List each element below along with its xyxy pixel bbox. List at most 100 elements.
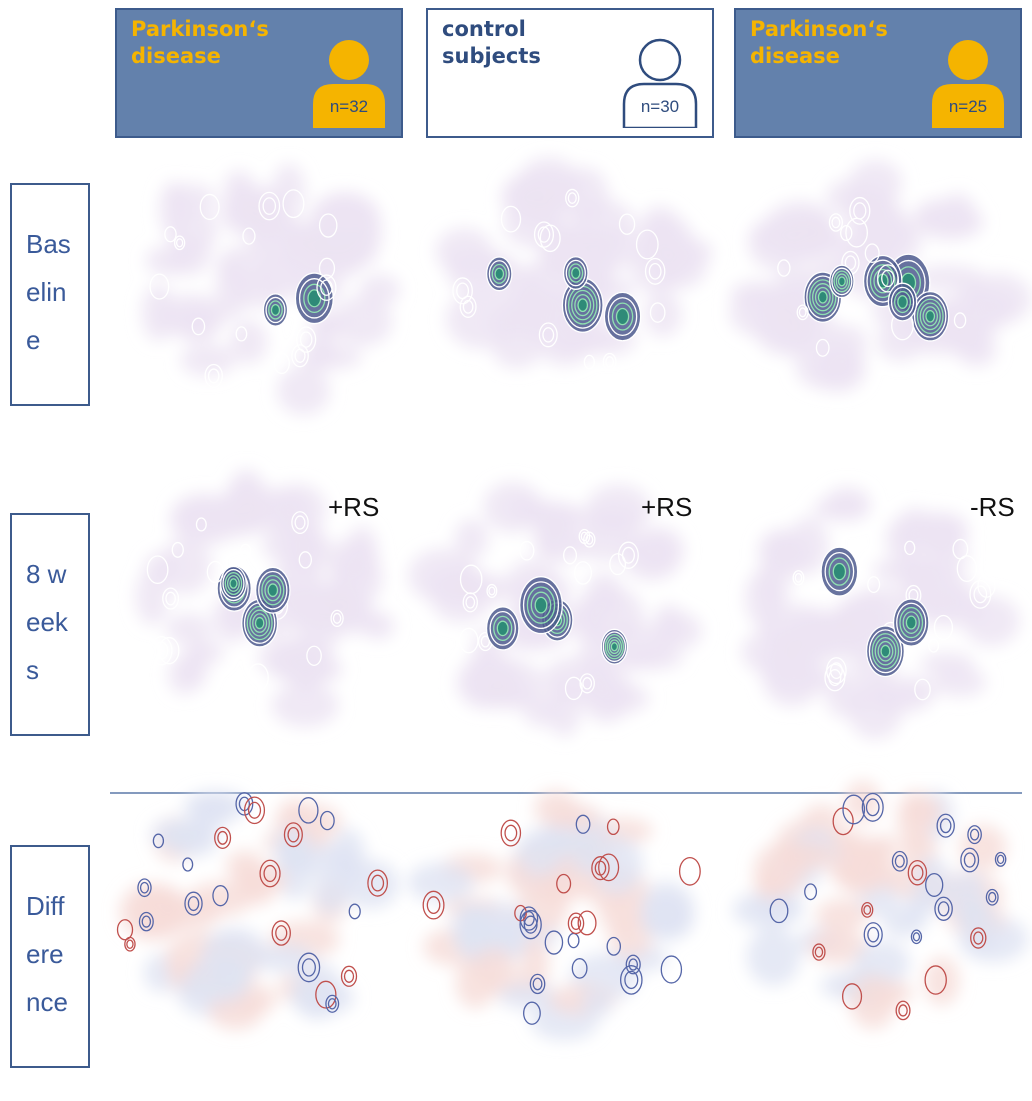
contour (956, 555, 978, 583)
contour (835, 273, 849, 290)
contour (519, 576, 563, 635)
contour (491, 263, 507, 284)
treatment-label: +RS (328, 492, 380, 522)
contour (611, 302, 634, 331)
contour (184, 891, 203, 916)
density-haze (407, 862, 475, 903)
contour (195, 517, 207, 532)
contour (164, 226, 177, 243)
density-haze (865, 834, 899, 863)
contour (533, 221, 555, 248)
contour (967, 825, 982, 845)
contour (488, 586, 496, 596)
density-haze (748, 224, 791, 250)
contour (625, 954, 641, 975)
contour (268, 300, 283, 320)
contour (877, 264, 899, 293)
density-haze (470, 681, 531, 706)
contour (367, 869, 389, 897)
contour (895, 1000, 911, 1021)
contour (544, 930, 564, 955)
density-haze (202, 927, 268, 978)
contour (563, 546, 578, 565)
row-label: Difference (26, 891, 68, 1017)
density-haze (141, 284, 176, 342)
density-haze (815, 898, 870, 932)
contour (925, 309, 936, 323)
contour (826, 657, 847, 685)
contour (556, 873, 572, 894)
contour (262, 197, 277, 215)
density-haze (808, 928, 869, 965)
contour (567, 912, 585, 935)
contour (794, 572, 803, 583)
contour (298, 278, 330, 319)
contour (777, 259, 791, 277)
density-haze (538, 218, 573, 277)
contour (246, 605, 273, 641)
contour (488, 260, 510, 288)
density-haze (180, 343, 236, 377)
contour (602, 631, 627, 663)
contour (609, 553, 627, 576)
density-haze (640, 893, 695, 941)
density-haze (729, 289, 801, 338)
contour (182, 857, 194, 872)
density-haze (191, 793, 233, 830)
contour (422, 890, 445, 920)
density-haze (223, 170, 255, 205)
density-haze (215, 261, 248, 319)
contour (820, 546, 859, 597)
contour (206, 560, 224, 584)
contour (933, 614, 954, 641)
density-plot (729, 159, 1032, 392)
contour (973, 585, 988, 604)
density-haze (779, 322, 811, 357)
contour (452, 277, 473, 305)
contour (212, 885, 229, 907)
contour (896, 602, 927, 643)
density-haze (825, 680, 867, 718)
contour (877, 640, 894, 662)
contour (869, 264, 896, 299)
contour (994, 851, 1007, 867)
density-haze (231, 862, 287, 897)
contour (297, 952, 321, 983)
contour (862, 254, 903, 308)
contour (910, 929, 923, 945)
contour (606, 636, 623, 657)
contour (644, 257, 666, 285)
contour (126, 939, 134, 949)
contour (249, 609, 270, 637)
contour (867, 926, 880, 943)
contour (988, 891, 997, 903)
contour (348, 903, 361, 920)
density-haze (546, 677, 582, 737)
contour (970, 927, 987, 949)
contour (812, 943, 826, 961)
density-plot (741, 486, 1020, 740)
density-haze (493, 303, 548, 336)
contour (294, 348, 306, 363)
contour (567, 932, 580, 949)
contour (963, 852, 976, 868)
density-background (119, 790, 400, 1031)
contour (814, 286, 831, 308)
contour (318, 257, 336, 279)
contour (216, 565, 252, 612)
contour (831, 216, 841, 229)
density-haze (179, 645, 209, 690)
contour (575, 814, 591, 834)
density-haze (643, 291, 682, 337)
contour (864, 243, 880, 263)
contour (296, 326, 317, 353)
density-haze (848, 159, 903, 207)
contour (534, 596, 548, 614)
density-background (135, 469, 395, 728)
contour (812, 283, 834, 312)
contour (283, 822, 303, 848)
group-label: Parkinson‘s disease (131, 17, 269, 68)
density-haze (817, 613, 855, 648)
contour (294, 515, 306, 530)
